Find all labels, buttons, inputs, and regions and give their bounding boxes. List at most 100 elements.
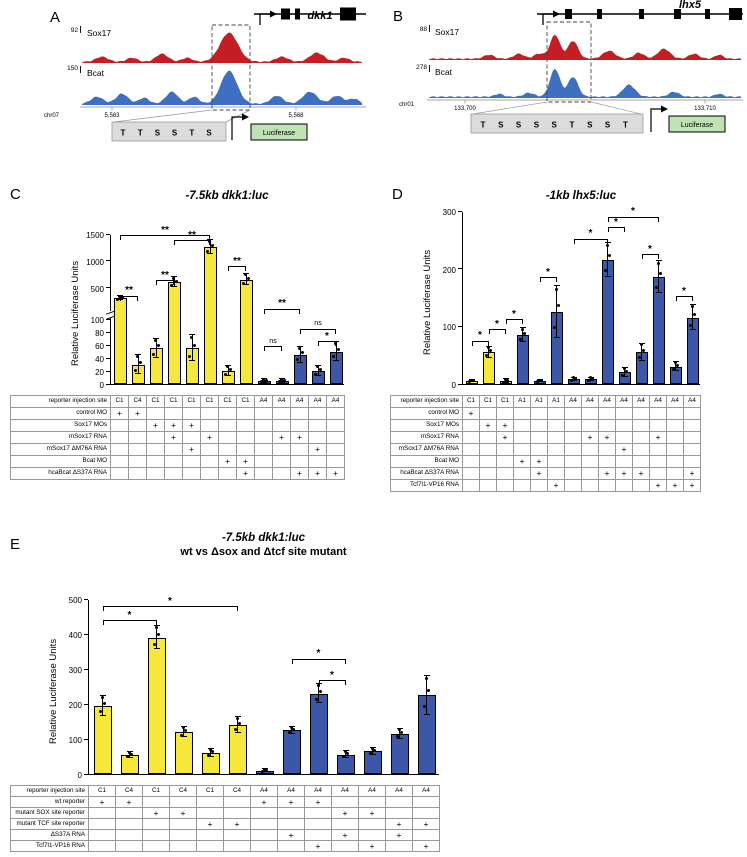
- empty-cell: [128, 419, 147, 432]
- error-bar: [345, 751, 346, 759]
- binding-site-letter: S: [172, 129, 178, 138]
- axis-tick-label: 0: [77, 771, 82, 780]
- axis-tick: [84, 633, 88, 635]
- empty-cell: [200, 443, 219, 456]
- empty-cell: [462, 443, 480, 456]
- panel-a-letter: A: [50, 9, 60, 26]
- enhancer-reporter-box: [111, 121, 227, 142]
- error-bar-cap: [135, 373, 141, 375]
- binding-site-letter: T: [121, 129, 126, 138]
- significance-label: *: [546, 266, 550, 278]
- bar-A4-9: [601, 260, 614, 384]
- condition-row-label: Tcf7l1-VP16 RNA: [10, 840, 89, 852]
- data-point: [157, 633, 160, 637]
- sox17-track-label: Sox17: [87, 28, 111, 38]
- data-point: [368, 751, 372, 755]
- error-bar-cap: [234, 731, 241, 733]
- condition-row-label: Bcat MO: [390, 455, 463, 468]
- error-bar: [210, 748, 211, 758]
- empty-cell: [308, 431, 327, 444]
- data-point: [172, 276, 175, 280]
- axis-tick-label: 80: [95, 329, 104, 339]
- bar-A4-9: [309, 693, 328, 774]
- axis-tick-label: 100: [442, 323, 456, 333]
- empty-cell: [496, 407, 514, 420]
- data-point: [569, 378, 573, 382]
- error-bar: [318, 683, 319, 704]
- empty-cell: [164, 443, 183, 456]
- data-point: [489, 349, 492, 353]
- empty-cell: [277, 807, 305, 819]
- injection-site-cell: C4: [128, 395, 147, 408]
- injection-site-cell: A4: [385, 785, 413, 797]
- plus-cell: +: [218, 455, 237, 468]
- error-bar-cap: [423, 675, 430, 676]
- chromosome-label: chr01: [399, 102, 415, 108]
- empty-cell: [564, 407, 582, 420]
- significance-label: ns: [314, 320, 322, 328]
- empty-cell: [666, 407, 684, 420]
- empty-cell: [598, 479, 616, 492]
- bar-C4-2: [120, 754, 139, 774]
- panel-d: D -1kb lhx5:luc Relative Luciferase Units 0…: [390, 180, 746, 520]
- empty-cell: [513, 431, 531, 444]
- condition-row-label: mSox17 RNA: [10, 431, 111, 444]
- significance-bracket: [291, 658, 346, 664]
- error-bar: [556, 285, 557, 338]
- condition-row-label: mSox17 ΔM76A RNA: [390, 443, 463, 456]
- empty-cell: [169, 796, 197, 808]
- error-bar-cap: [604, 241, 611, 243]
- error-bar: [291, 726, 292, 734]
- chart-subtitle: wt vs Δsox and Δtcf site mutant: [180, 546, 347, 558]
- plus-cell: +: [88, 796, 116, 808]
- empty-cell: [326, 407, 345, 420]
- bcat-signal-track: [429, 68, 741, 98]
- plus-cell: +: [110, 407, 129, 420]
- binding-site-letter: S: [516, 121, 522, 130]
- error-bar-cap: [396, 738, 403, 739]
- empty-cell: [290, 455, 309, 468]
- empty-cell: [169, 840, 197, 852]
- data-point: [319, 689, 322, 693]
- exon-box: [340, 7, 356, 21]
- empty-cell: [304, 807, 332, 819]
- empty-cell: [146, 467, 165, 480]
- tss-arrow: [259, 13, 270, 25]
- data-point: [574, 377, 577, 381]
- empty-cell: [496, 479, 514, 492]
- data-point: [118, 294, 121, 298]
- data-point: [656, 262, 660, 266]
- error-bar-cap: [135, 353, 141, 355]
- empty-cell: [564, 419, 582, 432]
- error-bar: [102, 695, 103, 716]
- exon-box: [565, 9, 572, 19]
- plus-cell: +: [277, 829, 305, 841]
- plus-cell: +: [164, 419, 183, 432]
- axis-tick-label: 300: [442, 208, 456, 217]
- plus-cell: +: [462, 407, 480, 420]
- data-point: [125, 754, 129, 758]
- data-point: [571, 376, 575, 380]
- injection-site-cell: A4: [304, 785, 332, 797]
- significance-bracket: [641, 254, 659, 260]
- significance-label: *: [512, 308, 516, 320]
- significance-label: ns: [269, 337, 277, 345]
- empty-cell: [615, 419, 633, 432]
- plus-cell: +: [331, 829, 359, 841]
- empty-cell: [615, 407, 633, 420]
- error-bar-cap: [189, 360, 195, 362]
- bar-C1-8: [239, 279, 253, 384]
- significance-label: **: [233, 255, 241, 267]
- empty-cell: [615, 455, 633, 468]
- data-point: [152, 352, 155, 356]
- error-bar: [237, 717, 238, 733]
- empty-cell: [277, 818, 305, 830]
- empty-cell: [142, 818, 170, 830]
- error-bar-cap: [126, 756, 133, 758]
- empty-cell: [110, 455, 129, 468]
- data-point: [289, 725, 293, 729]
- plus-cell: +: [581, 431, 599, 444]
- sox17-track-scale: 92: [71, 27, 79, 34]
- data-point: [620, 373, 624, 377]
- empty-cell: [182, 455, 201, 468]
